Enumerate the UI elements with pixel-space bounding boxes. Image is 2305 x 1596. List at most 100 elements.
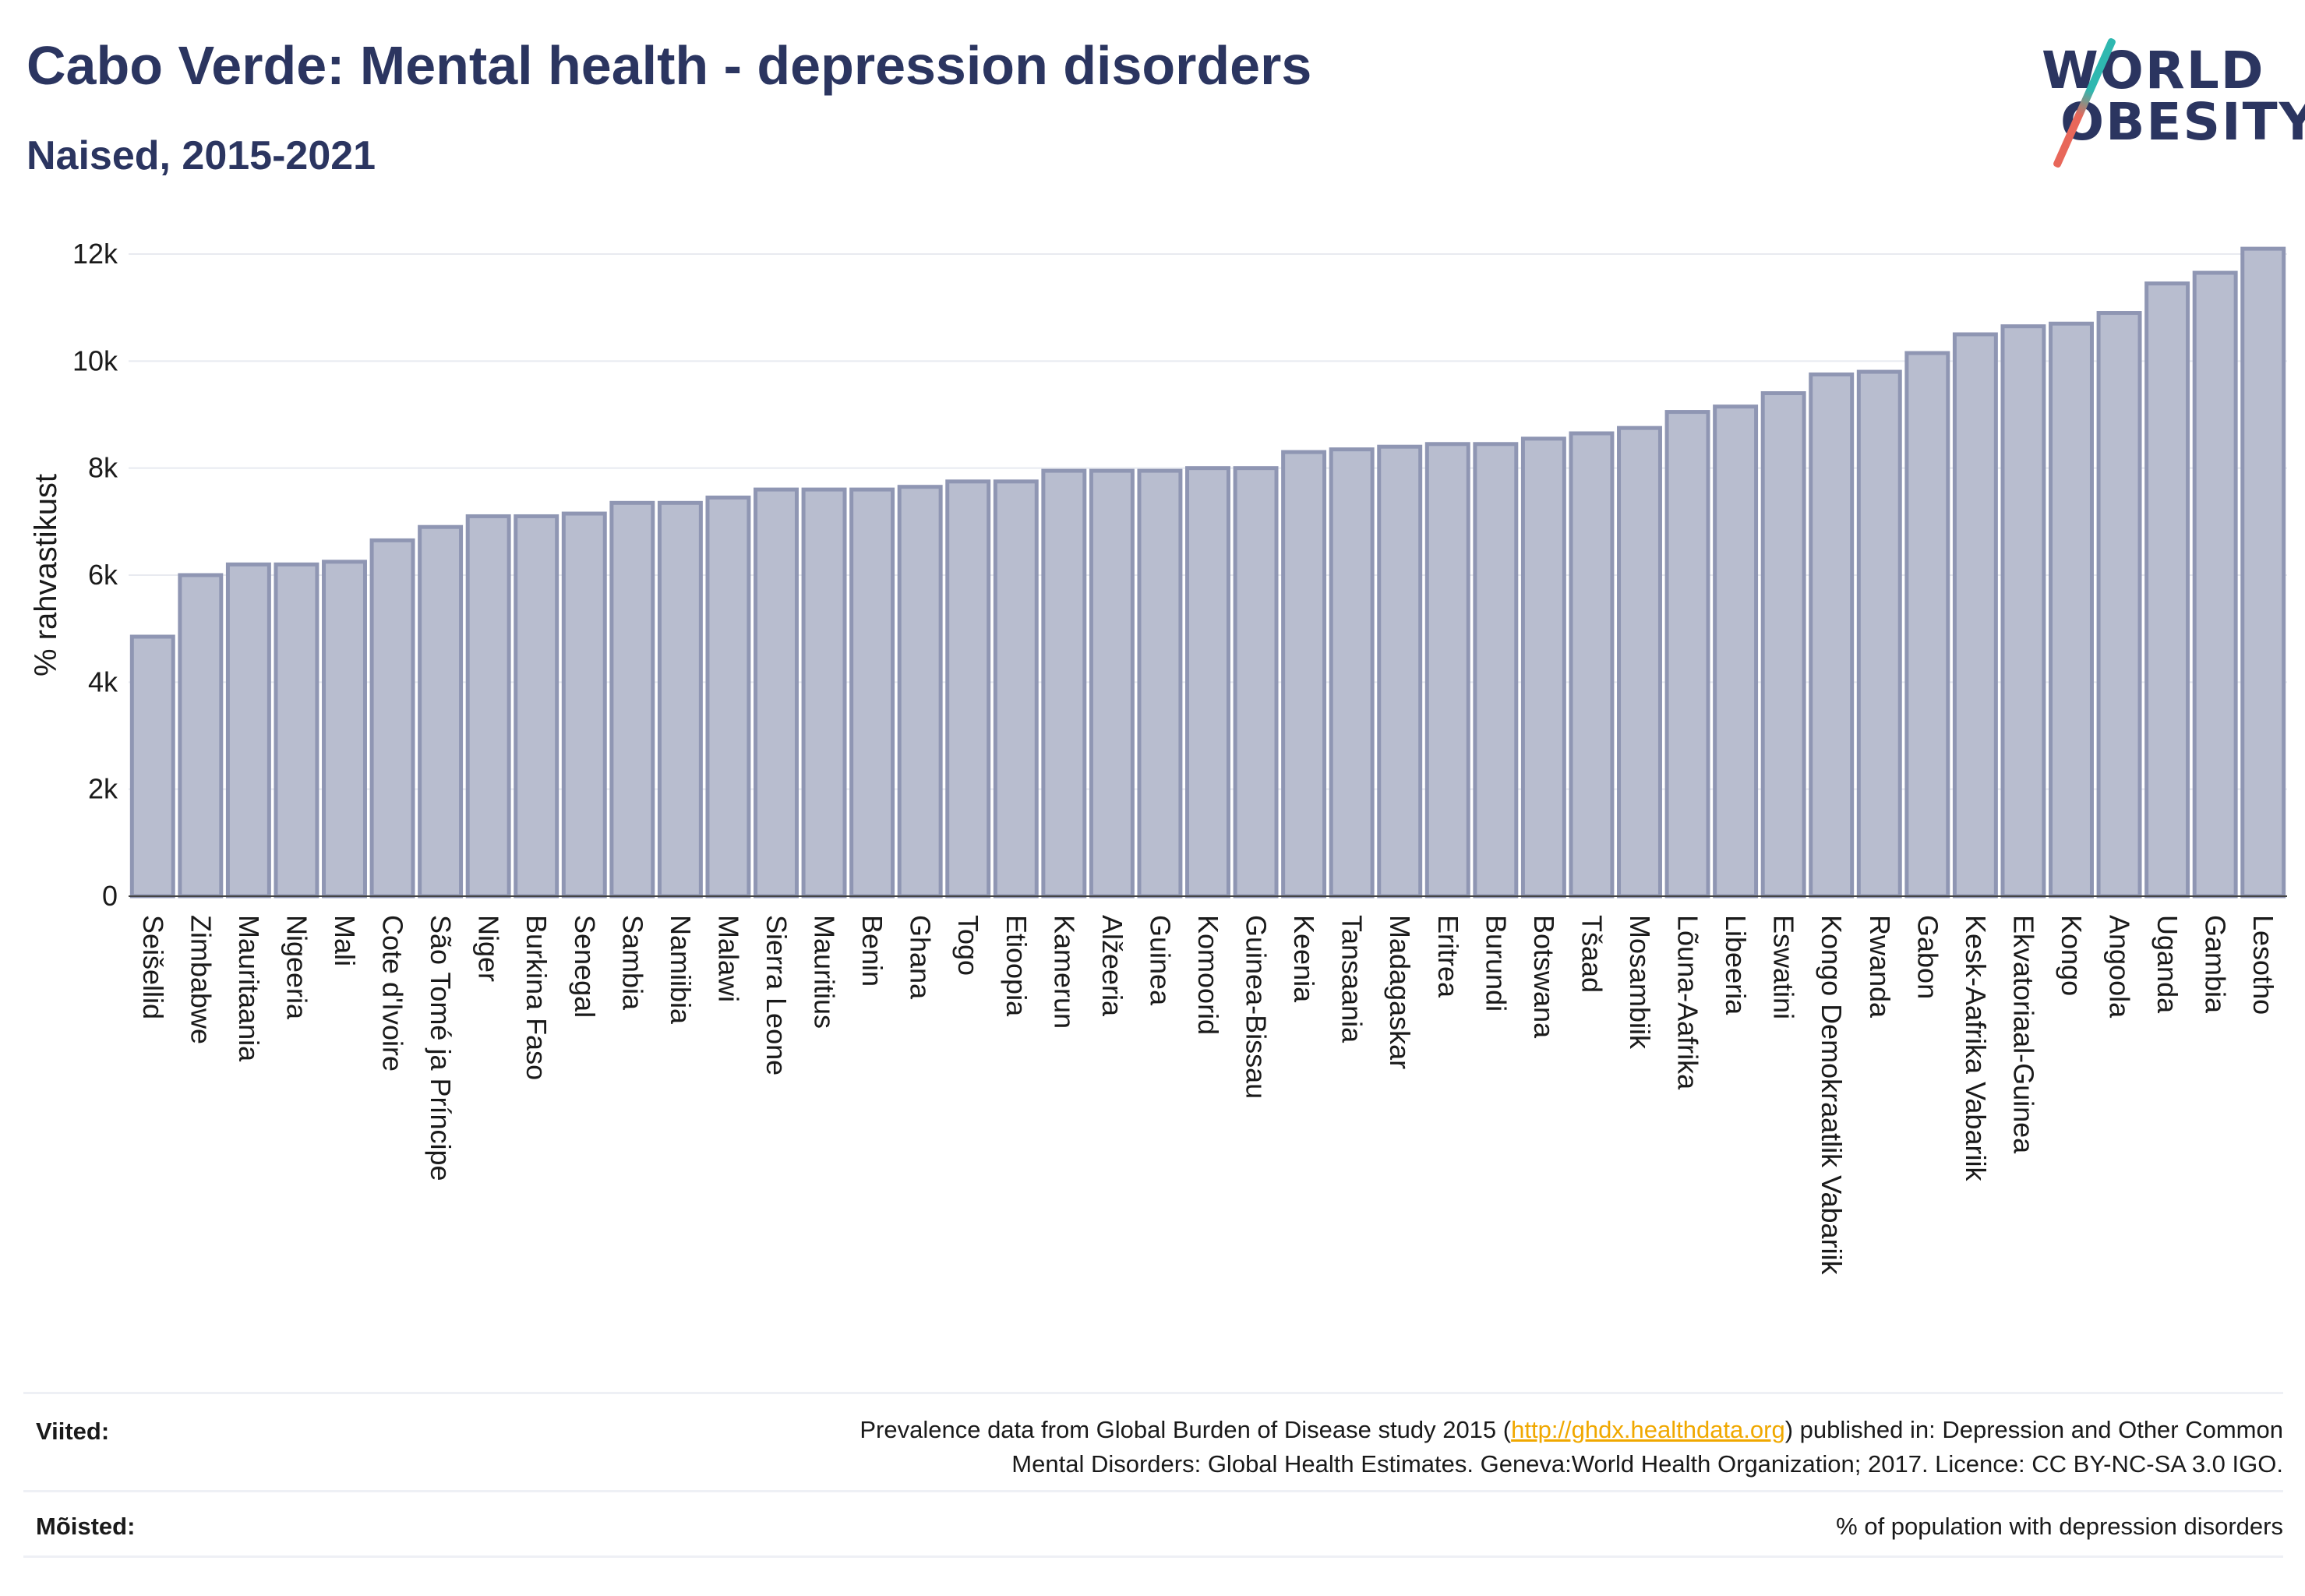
bar xyxy=(1904,351,1950,899)
x-tick-label: Komoorid xyxy=(1192,915,1224,1035)
logo-text-line1: WORLD xyxy=(2042,41,2265,101)
x-tick-label: São Tomé ja Príncipe xyxy=(425,915,457,1181)
bar xyxy=(2192,270,2238,899)
y-tick-label: 2k xyxy=(88,773,118,805)
bar xyxy=(178,573,224,899)
x-tick-label: Gambia xyxy=(2200,915,2232,1014)
bar xyxy=(225,562,271,899)
bar xyxy=(801,487,847,899)
bar xyxy=(1952,332,1998,899)
x-tick-label: Guinea xyxy=(1144,915,1176,1006)
bar xyxy=(2144,281,2190,899)
sources-link[interactable]: http://ghdx.healthdata.org xyxy=(1511,1416,1785,1443)
x-tick-label: Lõuna-Aafrika xyxy=(1672,915,1704,1090)
x-tick-label: Nigeeria xyxy=(281,915,312,1020)
chart-subtitle: Naised, 2015-2021 xyxy=(26,133,376,178)
x-tick-label: Kesk-Aafrika Vabariik xyxy=(1960,915,1992,1181)
bar xyxy=(609,500,655,899)
x-tick-label: Burundi xyxy=(1480,915,1512,1012)
x-tick-label: Mosambiik xyxy=(1624,915,1656,1050)
x-tick-label: Cote d'Ivoire xyxy=(377,915,409,1072)
x-tick-label: Etioopia xyxy=(1001,915,1032,1017)
y-tick-label: 6k xyxy=(88,559,118,591)
footer-definitions-label: Mõisted: xyxy=(36,1513,136,1540)
y-tick-label: 10k xyxy=(72,344,118,376)
x-tick-label: Tšaad xyxy=(1576,915,1608,993)
bar xyxy=(1569,431,1615,899)
footer-sources-row: Viited: Prevalence data from Global Burd… xyxy=(23,1392,2283,1492)
sources-post: ) published in: Depression and Other Com… xyxy=(1784,1416,2283,1443)
bar xyxy=(1377,444,1423,899)
x-tick-label: Guinea-Bissau xyxy=(1241,915,1273,1099)
footer-definitions-row: Mõisted: % of population with depression… xyxy=(23,1490,2283,1558)
bar xyxy=(322,560,367,899)
footer-bottom-divider xyxy=(23,1555,2283,1558)
x-tick-label: Kongo xyxy=(2056,915,2088,996)
footer-definitions-text: % of population with depression disorder… xyxy=(1836,1513,2283,1540)
x-tick-label: Niger xyxy=(473,915,505,982)
x-tick-label: Burkina Faso xyxy=(521,915,552,1080)
x-tick-label: Uganda xyxy=(2151,915,2183,1014)
x-tick-label: Togo xyxy=(952,915,984,976)
bar xyxy=(1713,404,1759,899)
bar xyxy=(418,524,464,899)
bar xyxy=(2049,321,2094,899)
bar xyxy=(1520,436,1566,899)
bar xyxy=(1424,442,1470,899)
logo-text-line2: OBESITY xyxy=(2060,92,2305,152)
world-obesity-logo: WORLD OBESITY xyxy=(2042,37,2305,169)
x-tick-label: Malawi xyxy=(712,915,744,1002)
x-tick-label: Mauritaania xyxy=(233,915,265,1062)
bar xyxy=(1617,425,1662,899)
bar xyxy=(754,487,799,899)
x-tick-label: Botswana xyxy=(1528,915,1560,1039)
x-tick-label: Namiibia xyxy=(665,915,697,1025)
x-tick-label: Lesotho xyxy=(2247,915,2279,1015)
x-tick-label: Ghana xyxy=(905,915,937,1000)
footer-sources-text: Prevalence data from Global Burden of Di… xyxy=(335,1413,2283,1481)
y-tick-label: 4k xyxy=(88,666,118,697)
bar xyxy=(2096,311,2142,899)
footer-sources-label: Viited: xyxy=(36,1418,110,1445)
x-tick-label: Senegal xyxy=(569,915,601,1018)
x-tick-label: Libeeria xyxy=(1720,915,1752,1015)
x-tick-label: Madagaskar xyxy=(1384,915,1416,1069)
y-tick-label: 8k xyxy=(88,452,118,484)
bar-chart: 0 2k 4k 6k 8k 10k 12k % rahvastikust Seišellid Zi… xyxy=(29,238,2287,1276)
y-tick-label: 0 xyxy=(102,880,118,912)
y-axis-label: % rahvastikust xyxy=(29,474,63,676)
x-tick-label: Gabon xyxy=(1911,915,1943,999)
bar xyxy=(1809,373,1855,899)
bar xyxy=(369,538,415,899)
bar xyxy=(274,562,319,899)
x-tick-label: Eswatini xyxy=(1768,915,1800,1019)
bar xyxy=(993,479,1039,899)
bar xyxy=(945,479,991,899)
x-tick-label: Tansaania xyxy=(1336,915,1368,1043)
x-tick-label: Seišellid xyxy=(137,915,169,1019)
chart-title: Cabo Verde: Mental health - depression d… xyxy=(26,35,1312,96)
bar xyxy=(1760,391,1806,899)
x-tick-label: Kamerun xyxy=(1048,915,1080,1029)
bar xyxy=(561,511,607,899)
bar xyxy=(1137,468,1183,899)
bar xyxy=(1089,468,1135,899)
bar xyxy=(129,634,175,899)
x-tick-label: Alžeeria xyxy=(1096,915,1128,1017)
x-tick-label: Benin xyxy=(856,915,888,987)
bar xyxy=(465,514,511,899)
x-tick-label: Ekvatoriaal-Guinea xyxy=(2007,915,2039,1154)
bar xyxy=(705,495,751,899)
x-tick-label: Kongo Demokraatlik Vabariik xyxy=(1816,915,1848,1276)
bar xyxy=(1329,447,1375,899)
bar xyxy=(514,514,559,899)
bar xyxy=(1856,369,1902,899)
x-tick-label: Eritrea xyxy=(1432,915,1464,998)
bar xyxy=(1233,466,1279,899)
x-tick-label: Zimbabwe xyxy=(185,915,217,1044)
bar xyxy=(1185,466,1230,899)
bar xyxy=(1473,442,1519,899)
sources-line2: Mental Disorders: Global Health Estimate… xyxy=(1011,1450,2283,1478)
bar xyxy=(849,487,895,899)
bar xyxy=(1664,410,1710,899)
